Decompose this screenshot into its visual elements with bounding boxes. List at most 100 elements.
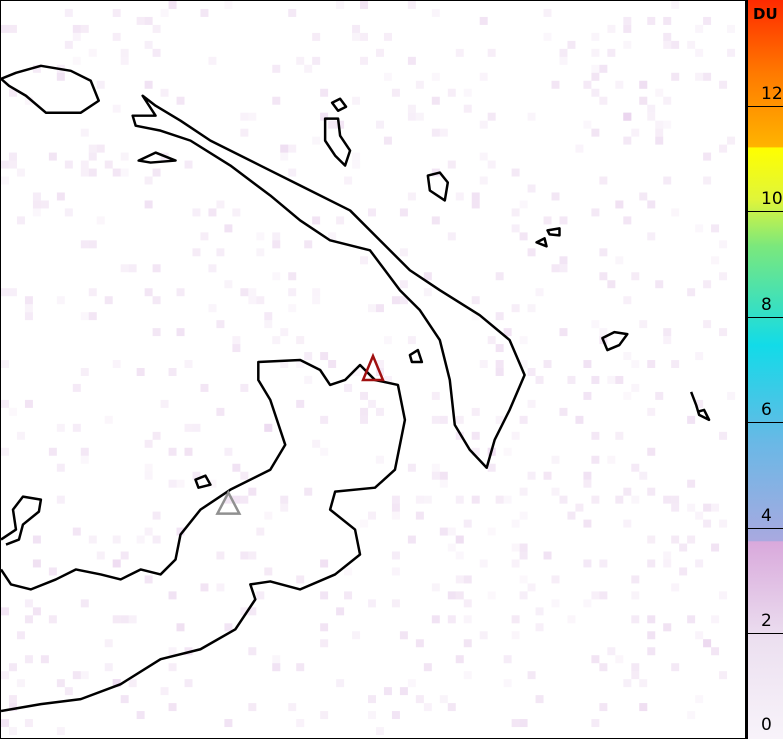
so2-pixel	[623, 519, 632, 528]
so2-pixel	[431, 96, 440, 105]
so2-pixel	[24, 312, 33, 321]
coastline-mainland-top	[1, 64, 100, 114]
so2-pixel	[527, 671, 536, 680]
so2-pixel	[383, 136, 392, 145]
so2-pixel	[543, 216, 552, 225]
so2-pixel	[72, 56, 81, 65]
so2-pixel	[336, 120, 345, 129]
so2-pixel	[8, 152, 17, 161]
so2-pixel	[144, 80, 153, 89]
so2-pixel	[615, 80, 624, 89]
so2-pixel	[336, 607, 345, 616]
so2-pixel	[216, 551, 225, 560]
so2-pixel	[471, 312, 480, 321]
so2-pixel	[391, 511, 400, 520]
so2-pixel	[128, 615, 137, 624]
so2-pixel	[192, 248, 201, 257]
so2-pixel	[519, 360, 528, 369]
so2-pixel	[599, 559, 608, 568]
so2-pixel	[623, 16, 632, 25]
so2-pixel	[543, 8, 552, 17]
so2-pixel	[80, 160, 89, 169]
colorbar-unit: DU	[753, 5, 778, 23]
so2-pixel	[304, 352, 313, 361]
so2-pixel	[479, 152, 488, 161]
so2-pixel	[415, 695, 424, 704]
so2-pixel	[631, 591, 640, 600]
so2-pixel	[583, 599, 592, 608]
so2-pixel	[591, 655, 600, 664]
so2-pixel	[639, 703, 648, 712]
so2-pixel	[591, 719, 600, 728]
so2-pixel	[423, 495, 432, 504]
so2-pixel	[551, 599, 560, 608]
so2-pixel	[479, 631, 488, 640]
so2-pixel	[591, 431, 600, 440]
so2-pixel	[647, 104, 656, 113]
island-small-7	[408, 348, 424, 364]
so2-pixel	[719, 144, 728, 153]
so2-pixel	[663, 623, 672, 632]
so2-pixel	[72, 383, 81, 392]
so2-pixel	[519, 415, 528, 424]
so2-pixel	[551, 80, 560, 89]
so2-pixel	[631, 671, 640, 680]
so2-pixel	[72, 527, 81, 536]
so2-pixel	[615, 200, 624, 209]
so2-pixel	[391, 711, 400, 720]
island-small-9	[689, 391, 711, 422]
so2-pixel	[224, 623, 233, 632]
so2-pixel	[639, 80, 648, 89]
so2-pixel	[695, 24, 704, 33]
so2-pixel	[431, 415, 440, 424]
so2-pixel	[224, 447, 233, 456]
so2-pixel	[112, 32, 121, 41]
so2-pixel	[152, 431, 161, 440]
so2-pixel	[503, 447, 512, 456]
so2-pixel	[647, 407, 656, 416]
so2-pixel	[719, 80, 728, 89]
so2-pixel	[431, 72, 440, 81]
so2-pixel	[591, 128, 600, 137]
so2-pixel	[639, 471, 648, 480]
so2-pixel	[8, 727, 17, 736]
so2-pixel	[312, 288, 321, 297]
so2-pixel	[24, 719, 33, 728]
so2-pixel	[727, 48, 736, 57]
so2-pixel	[631, 663, 640, 672]
so2-pixel	[551, 455, 560, 464]
so2-pixel	[352, 32, 361, 41]
so2-pixel	[447, 527, 456, 536]
so2-pixel	[80, 447, 89, 456]
so2-pixel	[639, 679, 648, 688]
so2-pixel	[687, 535, 696, 544]
so2-pixel	[88, 48, 97, 57]
so2-pixel	[431, 471, 440, 480]
so2-pixel	[679, 567, 688, 576]
so2-pixel	[511, 304, 520, 313]
so2-pixel	[200, 583, 209, 592]
so2-pixel	[567, 511, 576, 520]
so2-pixel	[487, 112, 496, 121]
so2-pixel	[184, 360, 193, 369]
so2-pixel	[623, 352, 632, 361]
island-small-6	[535, 237, 548, 248]
so2-pixel	[8, 663, 17, 672]
so2-pixel	[383, 687, 392, 696]
so2-pixel	[304, 240, 313, 249]
so2-pixel	[671, 663, 680, 672]
so2-pixel	[591, 455, 600, 464]
so2-pixel	[607, 455, 616, 464]
so2-pixel	[663, 559, 672, 568]
so2-pixel	[72, 24, 81, 33]
so2-pixel	[16, 216, 25, 225]
so2-pixel	[719, 671, 728, 680]
so2-pixel	[296, 399, 305, 408]
volcano-marker-red	[361, 352, 385, 382]
so2-pixel	[320, 112, 329, 121]
so2-pixel	[671, 208, 680, 217]
so2-pixel	[511, 431, 520, 440]
so2-pixel	[639, 96, 648, 105]
so2-pixel	[447, 543, 456, 552]
so2-pixel	[64, 208, 73, 217]
